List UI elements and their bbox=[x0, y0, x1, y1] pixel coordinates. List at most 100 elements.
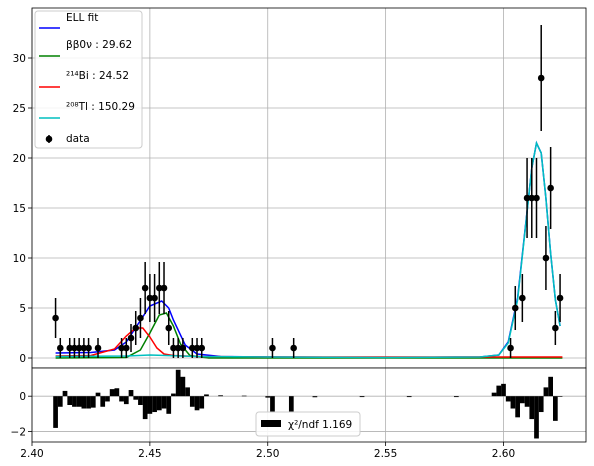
residual-bar bbox=[81, 396, 87, 409]
residual-bar bbox=[524, 396, 530, 407]
legend-label: ²⁰⁸Tl : 150.29 bbox=[66, 101, 135, 113]
residual-bar bbox=[90, 396, 96, 408]
data-point bbox=[85, 344, 92, 352]
residual-bar bbox=[548, 376, 553, 397]
residual-bar bbox=[519, 396, 525, 404]
data-point bbox=[56, 344, 64, 352]
data-point bbox=[71, 344, 78, 352]
residual-bar bbox=[538, 396, 544, 413]
x-tick-label: 2.40 bbox=[20, 448, 43, 460]
residual-bar bbox=[359, 396, 365, 398]
data-point bbox=[151, 294, 158, 302]
data-point bbox=[52, 314, 59, 322]
data-point bbox=[523, 194, 531, 202]
data-point bbox=[141, 284, 149, 292]
residual-bar bbox=[128, 390, 134, 397]
legend: ELL fit ββ0ν : 29.62 ²¹⁴Bi : 24.52 ²⁰⁸Tl : … bbox=[34, 10, 143, 149]
residual-bar bbox=[76, 396, 82, 407]
data-point bbox=[132, 324, 140, 332]
residual-legend-label: χ²/ndf 1.169 bbox=[288, 419, 352, 431]
residual-bar bbox=[241, 395, 247, 397]
y-tick-label: 10 bbox=[13, 253, 26, 265]
data-point bbox=[189, 344, 196, 352]
residual-bar bbox=[123, 396, 129, 405]
residual-bar bbox=[189, 396, 195, 407]
residual-bar bbox=[501, 383, 506, 397]
residual-bar bbox=[62, 390, 68, 397]
residual-bar bbox=[529, 396, 535, 420]
x-tick-label: 2.50 bbox=[256, 448, 279, 460]
data-point bbox=[75, 344, 83, 352]
data-point bbox=[170, 344, 177, 352]
y-tick-label: 0 bbox=[19, 391, 26, 403]
data-point bbox=[160, 284, 168, 292]
data-point bbox=[94, 344, 102, 352]
data-point bbox=[198, 344, 206, 352]
residual-bar bbox=[53, 396, 58, 428]
residual-bar bbox=[204, 394, 209, 397]
residual-bar bbox=[218, 395, 223, 397]
legend-label: ββ0ν : 29.62 bbox=[66, 39, 132, 51]
residual-bar bbox=[95, 392, 101, 397]
residual-bar bbox=[194, 396, 200, 411]
residual-bar bbox=[185, 387, 190, 397]
residual-bar bbox=[543, 387, 549, 397]
residual-bar bbox=[288, 396, 294, 413]
residual-bar bbox=[109, 389, 115, 397]
residual-bar bbox=[166, 396, 172, 414]
residual-bar bbox=[57, 396, 63, 407]
residual-panel: 2.40 2.45 2.50 2.55 2.60 0 −2 bbox=[11, 367, 587, 460]
legend-label: data bbox=[66, 133, 90, 145]
residual-bar bbox=[515, 396, 520, 418]
data-point bbox=[137, 314, 144, 322]
data-point bbox=[537, 74, 545, 82]
legend-label: ²¹⁴Bi : 24.52 bbox=[66, 70, 129, 82]
data-point bbox=[156, 284, 163, 292]
y-tick-label: 5 bbox=[19, 303, 26, 315]
y-tick-label: 15 bbox=[13, 203, 26, 215]
data-point bbox=[507, 344, 514, 352]
residual-bar bbox=[133, 396, 139, 400]
residual-legend-box bbox=[255, 411, 361, 437]
y-tick-label: 0 bbox=[19, 353, 26, 365]
data-point bbox=[290, 344, 297, 352]
residual-bar bbox=[534, 396, 539, 439]
residual-legend: χ²/ndf 1.169 bbox=[255, 411, 361, 437]
residual-bar bbox=[67, 396, 73, 405]
y-tick-label: 25 bbox=[13, 103, 26, 115]
residual-bar bbox=[491, 392, 497, 397]
x-tick-label: 2.60 bbox=[492, 448, 515, 460]
residual-bar bbox=[161, 396, 167, 409]
curve-tl208 bbox=[55, 140, 561, 359]
y-tick-label: 30 bbox=[13, 53, 26, 65]
data-point bbox=[269, 344, 276, 352]
legend-label: ELL fit bbox=[66, 12, 98, 24]
residual-bar bbox=[199, 396, 205, 409]
data-point bbox=[556, 294, 564, 302]
residual-bar bbox=[86, 396, 91, 409]
y-tick-label: 20 bbox=[13, 153, 26, 165]
residual-bar bbox=[406, 396, 412, 398]
residual-bar bbox=[156, 396, 162, 411]
residual-legend-patch bbox=[261, 420, 281, 427]
residual-bar bbox=[152, 396, 157, 413]
residual-bar bbox=[453, 396, 459, 398]
data-point bbox=[528, 194, 536, 202]
legend-marker bbox=[45, 135, 53, 143]
data-point bbox=[122, 344, 130, 352]
data-point bbox=[519, 294, 526, 302]
residual-bar bbox=[270, 396, 275, 413]
residual-bar bbox=[505, 396, 511, 402]
x-tick-label: 2.45 bbox=[138, 448, 161, 460]
data-point bbox=[547, 184, 554, 192]
data-point bbox=[80, 344, 88, 352]
residual-bar bbox=[557, 396, 563, 397]
residual-bar bbox=[147, 396, 153, 414]
data-point bbox=[165, 324, 173, 332]
residual-bar bbox=[265, 396, 271, 398]
data-point bbox=[533, 194, 540, 202]
residual-bar bbox=[138, 396, 143, 405]
residual-bar bbox=[72, 396, 77, 407]
legend-box bbox=[34, 10, 143, 149]
